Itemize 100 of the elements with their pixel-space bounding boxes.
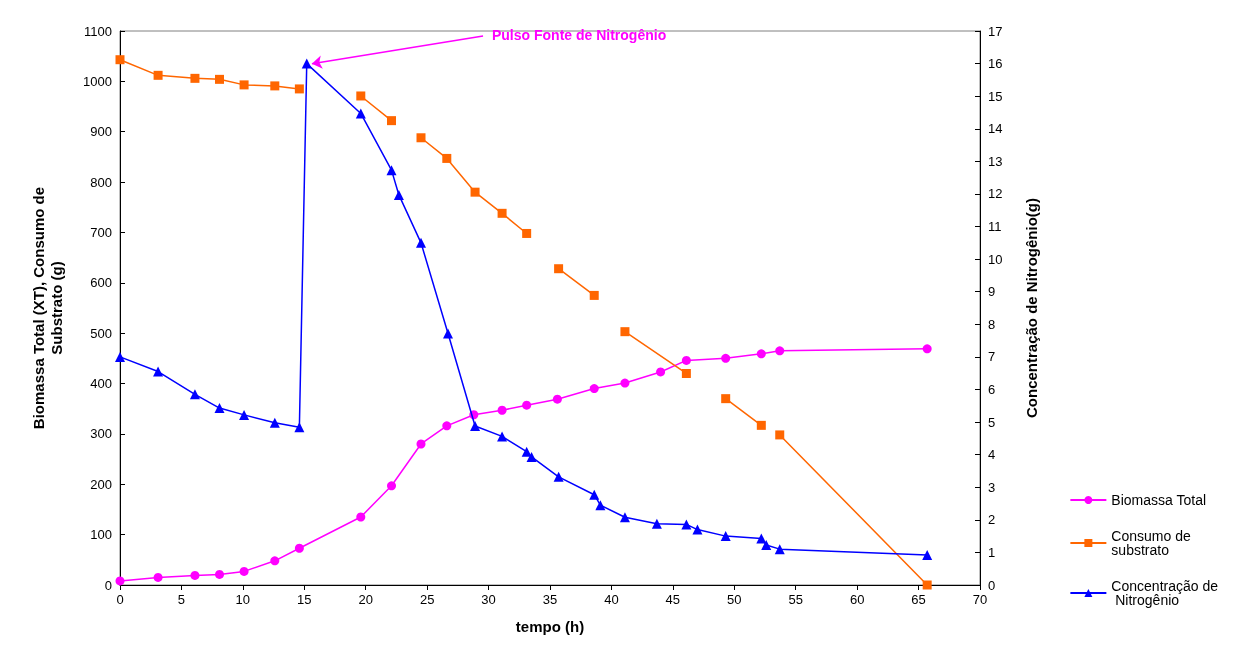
y-tick-label: 100 [90, 527, 112, 543]
x-tick-label: 25 [419, 592, 435, 607]
point [215, 569, 225, 579]
point [386, 165, 397, 176]
point [526, 451, 537, 462]
x-tick-label: 70 [972, 592, 988, 607]
point [239, 566, 249, 576]
point [356, 91, 366, 101]
point [522, 400, 532, 410]
point [153, 70, 163, 80]
point [269, 417, 280, 428]
point [922, 550, 933, 561]
y2-tick-label: 13 [988, 153, 1003, 169]
y2-tick-label: 0 [988, 577, 996, 593]
y-tick-label: 0 [104, 577, 112, 593]
point [620, 327, 630, 337]
legend-label: Concentração de Nitrogênio [1111, 578, 1219, 608]
x-tick-label: 35 [542, 592, 558, 607]
legend-label: Biomassa Total [1111, 492, 1207, 508]
point [761, 539, 772, 550]
y2-tick-label: 8 [988, 316, 996, 332]
y-tick-label: 700 [90, 224, 112, 240]
x-tick-label: 5 [177, 592, 186, 607]
y2-tick-label: 11 [988, 219, 1002, 235]
annotation: Pulso Fonte de Nitrogênio [491, 27, 667, 44]
y2-tick-label: 15 [988, 88, 1003, 104]
y2-tick-label: 14 [988, 121, 1003, 137]
point [721, 353, 731, 363]
y-tick-label: 300 [90, 426, 112, 442]
point [589, 290, 599, 300]
point [270, 556, 280, 566]
y2-tick-label: 4 [988, 447, 996, 463]
point [416, 133, 426, 143]
point [416, 237, 426, 248]
point [387, 116, 397, 126]
x-tick-label: 40 [604, 592, 619, 607]
point [189, 389, 200, 400]
point [721, 394, 731, 404]
x-tick-label: 50 [727, 592, 742, 607]
point [115, 351, 125, 362]
point [239, 409, 250, 420]
point [393, 189, 404, 200]
point [239, 80, 249, 90]
x-tick-label: 65 [911, 592, 926, 607]
point [620, 378, 630, 388]
point [681, 368, 691, 378]
x-tick-label: 30 [481, 592, 496, 607]
y-tick-label: 900 [90, 124, 112, 140]
point [215, 74, 225, 84]
y-tick-label: 600 [90, 275, 112, 291]
x-tick-label: 60 [849, 592, 865, 607]
point [115, 55, 125, 65]
point [553, 471, 564, 482]
point [922, 580, 932, 590]
y-axis-title: Biomassa Total (XT), Consumo de Substrato (g) [29, 186, 65, 430]
y2-tick-label: 2 [988, 512, 996, 528]
y-tick-label: 1000 [83, 73, 112, 89]
point [774, 544, 785, 555]
point [775, 430, 785, 440]
point [619, 512, 630, 523]
y2-axis-title: Concentração de Nitrogênio(g) [1022, 197, 1040, 419]
point [595, 500, 606, 511]
x-tick-label: 0 [116, 592, 124, 607]
y2-tick-label: 12 [988, 186, 1003, 202]
point [720, 531, 731, 542]
point [554, 264, 564, 274]
y2-tick-label: 6 [988, 381, 996, 397]
point [416, 439, 426, 449]
point [214, 403, 225, 414]
y2-tick-label: 3 [988, 479, 996, 495]
point [681, 355, 691, 365]
y-tick-label: 800 [90, 174, 112, 190]
point [522, 228, 532, 238]
point [470, 187, 480, 197]
legend-label: Consumo de substrato [1111, 528, 1195, 558]
point [521, 446, 532, 457]
point [775, 346, 785, 356]
point [497, 431, 508, 442]
point [442, 153, 452, 163]
point [756, 420, 766, 430]
point [190, 570, 200, 580]
point [552, 394, 562, 404]
point [589, 489, 600, 500]
point [270, 81, 280, 91]
y2-tick-label: 1 [988, 544, 996, 560]
y-tick-label: 400 [90, 376, 112, 392]
x-tick-label: 45 [665, 592, 681, 607]
point [294, 84, 304, 94]
point [355, 108, 366, 119]
point [356, 512, 366, 522]
point [442, 421, 452, 431]
point [470, 420, 481, 431]
point [589, 384, 599, 394]
point [294, 543, 304, 553]
point [922, 344, 932, 354]
point [301, 58, 312, 69]
x-tick-label: 10 [235, 592, 251, 607]
y-tick-label: 500 [90, 325, 112, 341]
point [153, 366, 164, 377]
point [656, 367, 666, 377]
